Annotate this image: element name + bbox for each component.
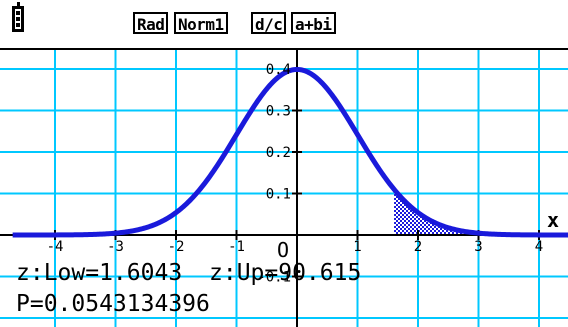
battery-icon bbox=[12, 2, 24, 32]
y-tick-label: 0.3 bbox=[266, 104, 291, 120]
z-low-readout: z:Low=1.6043 bbox=[16, 260, 183, 286]
x-tick-label: 1 bbox=[353, 239, 361, 255]
y-tick-label: 0.4 bbox=[266, 62, 291, 78]
x-tick-label: 2 bbox=[414, 239, 422, 255]
display-mode-indicator: Norm1 bbox=[174, 12, 228, 34]
x-tick-label: -4 bbox=[47, 239, 64, 255]
x-tick-label: 3 bbox=[474, 239, 482, 255]
probability-readout: P=0.0543134396 bbox=[16, 291, 210, 317]
y-tick-label: 0.2 bbox=[266, 145, 291, 161]
x-tick-label: -1 bbox=[228, 239, 245, 255]
normal-curve bbox=[11, 66, 568, 238]
angle-mode-indicator: Rad bbox=[133, 12, 169, 34]
z-up-readout: z:Up=90.615 bbox=[209, 260, 362, 286]
y-tick-label: -0.1 bbox=[257, 270, 291, 286]
x-tick-label: 4 bbox=[535, 239, 543, 255]
status-bar: Rad Norm1 d/c a+bi bbox=[0, 0, 568, 50]
shaded-probability-region bbox=[394, 189, 568, 235]
x-tick-label: -3 bbox=[107, 239, 124, 255]
fraction-mode-indicator: d/c bbox=[251, 12, 287, 34]
normal-curve-line bbox=[11, 66, 568, 238]
x-axis-label: x bbox=[547, 208, 559, 232]
y-tick-label: 0.1 bbox=[266, 187, 291, 203]
shaded-area bbox=[394, 189, 568, 235]
axis-labels: -4 -3 -2 -1 1 2 3 4 0.4 0.3 0.2 0.1 -0.1 x O bbox=[47, 62, 559, 286]
grid-lines bbox=[0, 50, 568, 327]
complex-mode-indicator: a+bi bbox=[291, 12, 336, 34]
origin-label: O bbox=[277, 238, 289, 262]
x-tick-label: -2 bbox=[168, 239, 185, 255]
